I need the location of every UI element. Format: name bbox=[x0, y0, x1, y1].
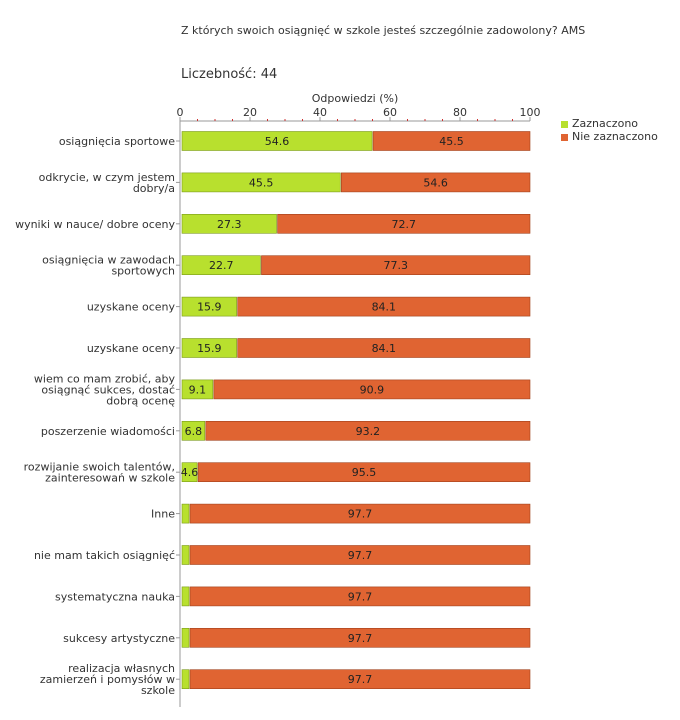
bar-segment-nie-zaznaczono bbox=[237, 296, 531, 317]
category-label: sukcesy artystyczne bbox=[63, 632, 175, 645]
data-label-nie-zaznaczono: 97.7 bbox=[348, 673, 373, 686]
sample-size-label: Liczebność: 44 bbox=[181, 67, 278, 82]
data-label-nie-zaznaczono: 72.7 bbox=[392, 218, 417, 231]
x-tick-label: 100 bbox=[520, 106, 541, 119]
data-label-nie-zaznaczono: 93.2 bbox=[356, 425, 381, 438]
bar-segment-zaznaczono bbox=[181, 296, 237, 317]
data-label-nie-zaznaczono: 54.6 bbox=[423, 176, 448, 189]
bar-segment-nie-zaznaczono bbox=[197, 462, 531, 483]
x-axis-title: Odpowiedzi (%) bbox=[312, 92, 399, 105]
bar-segment-zaznaczono bbox=[181, 172, 341, 193]
data-label-nie-zaznaczono: 84.1 bbox=[372, 301, 397, 314]
category-label: osiągnięcia sportowe bbox=[59, 135, 175, 148]
bar-segment-zaznaczono bbox=[181, 338, 237, 358]
x-tick-label: 60 bbox=[383, 106, 397, 119]
bar-segment-zaznaczono bbox=[181, 545, 190, 565]
legend-swatch-zaznaczono bbox=[561, 120, 568, 128]
data-label-nie-zaznaczono: 90.9 bbox=[360, 383, 385, 396]
bar-segment-nie-zaznaczono bbox=[189, 503, 531, 524]
bar-segment-nie-zaznaczono bbox=[205, 420, 531, 441]
chart-title: Z których swoich osiągnięć w szkole jest… bbox=[181, 24, 586, 37]
bar-segment-zaznaczono bbox=[181, 420, 206, 441]
legend-label-zaznaczono: Zaznaczono bbox=[572, 117, 639, 130]
category-label: szkole bbox=[141, 684, 175, 697]
category-label: dobry/a bbox=[133, 182, 175, 195]
data-label-zaznaczono: 9.1 bbox=[189, 383, 207, 396]
data-label-nie-zaznaczono: 84.1 bbox=[372, 342, 397, 355]
category-label: dobrą ocenę bbox=[106, 394, 175, 407]
bar-segment-zaznaczono bbox=[181, 503, 190, 524]
x-tick-label: 20 bbox=[243, 106, 257, 119]
bar-segment-nie-zaznaczono bbox=[189, 627, 531, 648]
data-label-nie-zaznaczono: 77.3 bbox=[383, 259, 408, 272]
category-label: osiągnięcia w zawodach bbox=[42, 254, 175, 267]
data-label-zaznaczono: 15.9 bbox=[197, 342, 222, 355]
data-label-zaznaczono: 27.3 bbox=[217, 218, 242, 231]
category-label: rozwijanie swoich talentów, bbox=[24, 461, 175, 474]
legend-item-zaznaczono: Zaznaczono bbox=[561, 117, 638, 130]
legend-item-nie-zaznaczono: Nie zaznaczono bbox=[561, 130, 658, 143]
data-label-zaznaczono: 6.8 bbox=[185, 425, 203, 438]
data-label-zaznaczono: 22.7 bbox=[209, 259, 234, 272]
category-label: uzyskane oceny bbox=[87, 342, 176, 355]
data-label-nie-zaznaczono: 45.5 bbox=[439, 135, 464, 148]
bar-segment-nie-zaznaczono bbox=[189, 545, 531, 565]
data-label-nie-zaznaczono: 97.7 bbox=[348, 632, 373, 645]
category-label: osiągnąć sukces, dostać bbox=[41, 383, 175, 396]
bar-segment-nie-zaznaczono bbox=[213, 379, 531, 400]
bar-segment-nie-zaznaczono bbox=[261, 255, 531, 275]
category-label: poszerzenie wiadomości bbox=[41, 425, 175, 438]
bar-segment-zaznaczono bbox=[181, 255, 261, 275]
category-label: odkrycie, w czym jestem bbox=[39, 171, 175, 184]
category-label: systematyczna nauka bbox=[55, 590, 175, 603]
bar-segment-zaznaczono bbox=[181, 379, 214, 400]
bar-segment-nie-zaznaczono bbox=[372, 131, 531, 151]
bar-segment-nie-zaznaczono bbox=[340, 172, 531, 193]
category-label: wyniki w nauce/ dobre oceny bbox=[15, 218, 175, 231]
legend-label-nie-zaznaczono: Nie zaznaczono bbox=[572, 130, 658, 143]
data-label-zaznaczono: 15.9 bbox=[197, 301, 222, 314]
bar-segment-nie-zaznaczono bbox=[189, 669, 531, 690]
bar-segment-nie-zaznaczono bbox=[277, 214, 531, 234]
bar-segment-nie-zaznaczono bbox=[189, 586, 531, 607]
category-label: zainteresowań w szkole bbox=[45, 472, 175, 485]
bar-segment-zaznaczono bbox=[181, 214, 277, 234]
bar-segment-zaznaczono bbox=[181, 462, 198, 483]
data-label-zaznaczono: 45.5 bbox=[249, 176, 274, 189]
category-label: nie mam takich osiągnięć bbox=[34, 549, 175, 562]
category-label: sportowych bbox=[111, 265, 175, 278]
legend-swatch-nie-zaznaczono bbox=[561, 133, 568, 141]
data-label-nie-zaznaczono: 97.7 bbox=[348, 549, 373, 562]
category-label: wiem co mam zrobić, aby bbox=[34, 372, 176, 385]
category-label: Inne bbox=[151, 508, 175, 521]
data-label-zaznaczono: 54.6 bbox=[265, 135, 290, 148]
bar-segment-zaznaczono bbox=[181, 586, 190, 607]
category-label: realizacja własnych bbox=[68, 662, 175, 675]
data-label-nie-zaznaczono: 95.5 bbox=[352, 466, 377, 479]
x-tick-label: 40 bbox=[313, 106, 327, 119]
category-label: uzyskane oceny bbox=[87, 301, 176, 314]
data-label-nie-zaznaczono: 97.7 bbox=[348, 508, 373, 521]
data-label-nie-zaznaczono: 97.7 bbox=[348, 590, 373, 603]
bar-segment-zaznaczono bbox=[181, 131, 373, 151]
x-tick-label: 0 bbox=[177, 106, 184, 119]
bar-segment-zaznaczono bbox=[181, 669, 190, 690]
category-label: zamierzeń i pomysłów w bbox=[40, 673, 175, 686]
bar-segment-nie-zaznaczono bbox=[237, 338, 531, 358]
data-label-zaznaczono: 4.6 bbox=[181, 466, 199, 479]
x-tick-label: 80 bbox=[453, 106, 467, 119]
bar-segment-zaznaczono bbox=[181, 627, 190, 648]
